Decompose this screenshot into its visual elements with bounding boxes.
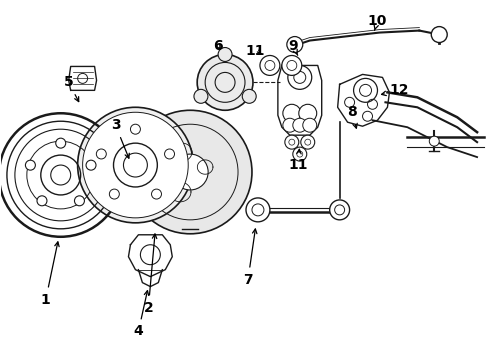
Circle shape: [97, 149, 106, 159]
Circle shape: [74, 196, 84, 206]
Circle shape: [299, 104, 317, 122]
Circle shape: [301, 135, 315, 149]
Circle shape: [109, 189, 120, 199]
Circle shape: [37, 196, 47, 206]
Circle shape: [218, 48, 232, 62]
Circle shape: [260, 55, 280, 75]
Text: 4: 4: [134, 291, 148, 338]
Circle shape: [288, 66, 312, 89]
Circle shape: [165, 149, 174, 159]
Text: 12: 12: [382, 84, 409, 97]
Text: 5: 5: [64, 75, 79, 102]
Circle shape: [293, 118, 307, 132]
Text: 8: 8: [347, 105, 357, 128]
Circle shape: [151, 189, 162, 199]
Circle shape: [130, 124, 141, 134]
Circle shape: [282, 55, 302, 75]
Text: 3: 3: [111, 118, 129, 158]
Circle shape: [303, 118, 317, 132]
Circle shape: [86, 160, 96, 170]
Circle shape: [431, 27, 447, 42]
Text: 11: 11: [245, 44, 265, 58]
Circle shape: [283, 118, 297, 132]
Text: 7: 7: [243, 229, 257, 287]
Circle shape: [77, 107, 193, 223]
Circle shape: [197, 54, 253, 110]
Circle shape: [25, 160, 35, 170]
Circle shape: [246, 198, 270, 222]
Circle shape: [194, 89, 208, 103]
Text: 2: 2: [144, 234, 157, 315]
Circle shape: [242, 89, 256, 103]
Circle shape: [354, 78, 377, 102]
Circle shape: [114, 143, 157, 187]
Text: 11: 11: [288, 149, 308, 172]
Circle shape: [83, 112, 188, 218]
Text: 10: 10: [368, 14, 387, 30]
Circle shape: [293, 147, 307, 161]
Circle shape: [287, 37, 303, 53]
Circle shape: [56, 138, 66, 148]
Text: 1: 1: [41, 242, 59, 306]
Circle shape: [285, 135, 299, 149]
Circle shape: [283, 104, 301, 122]
Circle shape: [330, 200, 349, 220]
Circle shape: [172, 154, 208, 190]
Circle shape: [429, 136, 439, 146]
Text: 9: 9: [288, 39, 298, 55]
Circle shape: [128, 110, 252, 234]
Text: 6: 6: [213, 39, 223, 53]
